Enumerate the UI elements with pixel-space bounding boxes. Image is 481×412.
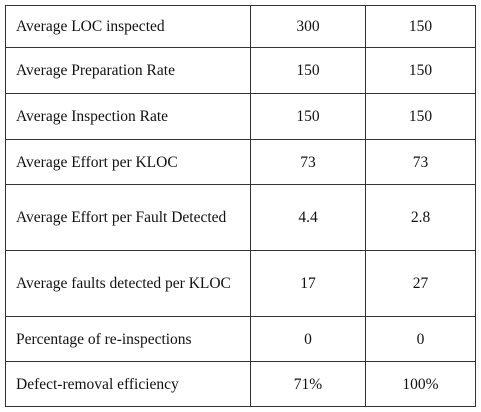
table-cell: 0 bbox=[250, 316, 366, 362]
table-cell: 150 bbox=[365, 93, 476, 140]
table-row: Percentage of re-inspections 0 0 bbox=[5, 316, 476, 362]
table-row: Average Inspection Rate 150 150 bbox=[5, 93, 476, 140]
table-cell: 17 bbox=[250, 250, 366, 317]
table-cell: 2.8 bbox=[365, 184, 476, 251]
table-cell: Average Effort per KLOC bbox=[5, 139, 251, 185]
table-cell: Average Preparation Rate bbox=[5, 47, 251, 94]
table-cell: Average Effort per Fault Detected bbox=[5, 184, 251, 251]
table-row: Average Preparation Rate 150 150 bbox=[5, 47, 476, 94]
table-cell: 27 bbox=[365, 250, 476, 317]
table-row: Average Effort per KLOC 73 73 bbox=[5, 139, 476, 185]
table-row: Average LOC inspected 300 150 bbox=[5, 5, 476, 48]
table-cell: 4.4 bbox=[250, 184, 366, 251]
table-row: Average faults detected per KLOC 17 27 bbox=[5, 250, 476, 317]
table-cell: Average Inspection Rate bbox=[5, 93, 251, 140]
table-cell: 71% bbox=[250, 361, 366, 407]
table-cell: 150 bbox=[365, 5, 476, 48]
table-cell: 100% bbox=[365, 361, 476, 407]
table-cell: 73 bbox=[365, 139, 476, 185]
table-cell: Percentage of re-inspections bbox=[5, 316, 251, 362]
table-cell: 0 bbox=[365, 316, 476, 362]
table-cell: Average faults detected per KLOC bbox=[5, 250, 251, 317]
table-row: Average Effort per Fault Detected 4.4 2.8 bbox=[5, 184, 476, 251]
table-cell: 150 bbox=[250, 47, 366, 94]
table-row: Defect-removal efficiency 71% 100% bbox=[5, 361, 476, 407]
table-cell: 73 bbox=[250, 139, 366, 185]
data-table: Average LOC inspected 300 150 Average Prepa… bbox=[5, 5, 476, 407]
table-cell: 150 bbox=[365, 47, 476, 94]
table-cell: Defect-removal efficiency bbox=[5, 361, 251, 407]
table-cell: Average LOC inspected bbox=[5, 5, 251, 48]
table-cell: 300 bbox=[250, 5, 366, 48]
table-cell: 150 bbox=[250, 93, 366, 140]
table-body: Average LOC inspected 300 150 Average Prepa… bbox=[5, 5, 476, 407]
